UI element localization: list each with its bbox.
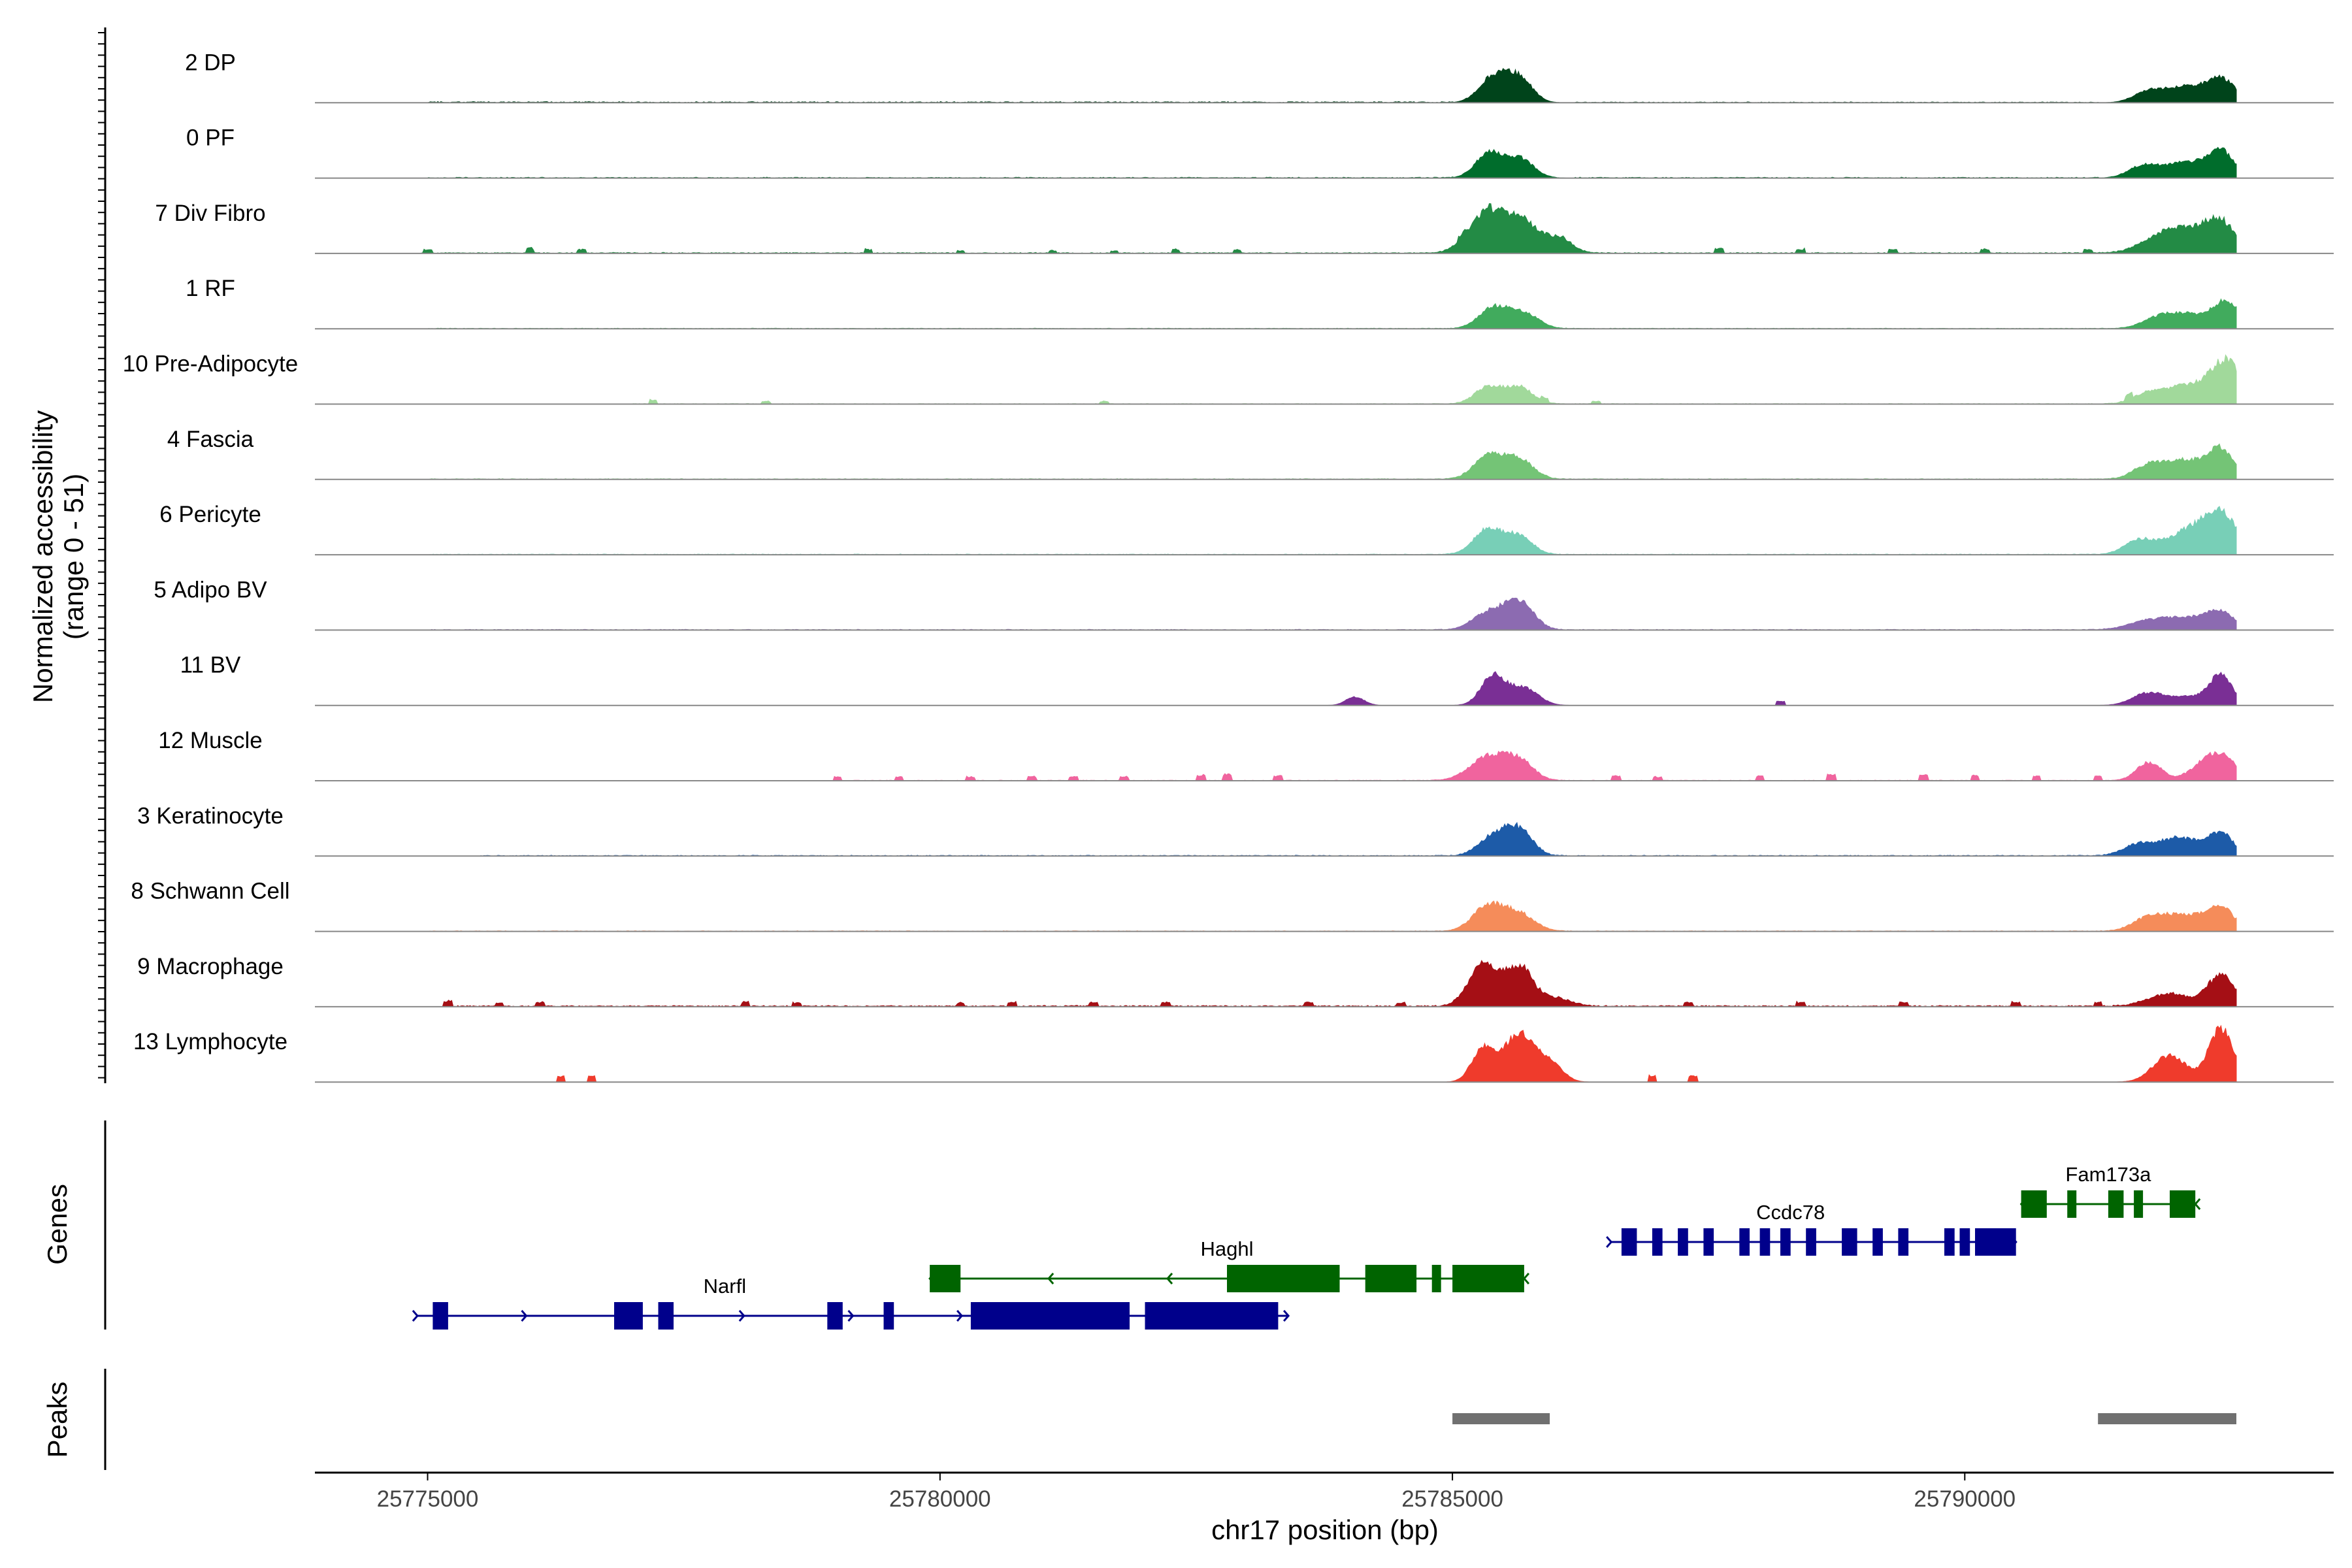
x-axis: 25775000 25780000 25785000 25790000 bbox=[315, 1471, 2334, 1512]
coverage-area bbox=[407, 203, 2237, 254]
coverage-area bbox=[407, 900, 2237, 932]
strand-arrow bbox=[1047, 1273, 1054, 1284]
track-label: 12 Muscle bbox=[158, 728, 263, 753]
strand-arrow bbox=[1166, 1273, 1173, 1284]
track-label: 8 Schwann Cell bbox=[131, 879, 289, 904]
peak-region bbox=[1452, 1413, 1550, 1424]
gene-exon bbox=[1959, 1228, 1970, 1256]
gene-exon bbox=[1842, 1228, 1857, 1256]
gene-exon bbox=[970, 1302, 1130, 1330]
track-label: 13 Lymphocyte bbox=[133, 1029, 287, 1054]
strand-arrow bbox=[1522, 1273, 1530, 1284]
coverage-area bbox=[407, 506, 2237, 555]
gene-exon bbox=[2134, 1190, 2144, 1218]
track-label: 3 Keratinocyte bbox=[137, 803, 284, 828]
track-label: 1 RF bbox=[186, 276, 235, 301]
coverage-area bbox=[407, 671, 2237, 706]
x-tick-label: 25775000 bbox=[377, 1486, 479, 1512]
strand-arrow bbox=[956, 1310, 964, 1322]
gene-exon bbox=[614, 1302, 643, 1330]
coverage-tracks: 2 DP 0 PF 7 Div Fibro 1 RF 10 Pre-Adipocyte 4… bbox=[123, 50, 2334, 1083]
gene-exon bbox=[930, 1265, 961, 1292]
strand-arrow bbox=[738, 1310, 745, 1322]
gene-exon bbox=[2170, 1190, 2196, 1218]
peak-region bbox=[2098, 1413, 2236, 1424]
track-label: 2 DP bbox=[185, 50, 236, 75]
coverage-area bbox=[407, 67, 2237, 103]
y-axis-title-line2: (range 0 - 51) bbox=[58, 474, 89, 640]
track-label: 9 Macrophage bbox=[137, 954, 284, 979]
coverage-area bbox=[407, 1024, 2237, 1083]
strand-arrow bbox=[1606, 1236, 1613, 1248]
y-axis-line bbox=[98, 27, 106, 1470]
gene-exon bbox=[658, 1302, 674, 1330]
gene-exon bbox=[433, 1302, 448, 1330]
y-axis-title-line1: Normalized accessibility bbox=[27, 410, 58, 703]
gene-exon bbox=[1431, 1265, 1441, 1292]
gene-exon bbox=[1975, 1228, 2016, 1256]
track-label: 7 Div Fibro bbox=[155, 201, 265, 226]
gene-exon bbox=[1872, 1228, 1883, 1256]
strand-arrow bbox=[412, 1310, 419, 1322]
gene-exon bbox=[1227, 1265, 1340, 1292]
track-label: 11 BV bbox=[180, 653, 241, 678]
gene-label: Fam173a bbox=[2065, 1163, 2151, 1186]
coverage-area bbox=[407, 960, 2237, 1007]
gene-exon bbox=[1452, 1265, 1524, 1292]
track-label: 6 Pericyte bbox=[159, 502, 261, 527]
x-tick-label: 25785000 bbox=[1401, 1486, 1503, 1512]
peaks-panel bbox=[1452, 1413, 2236, 1424]
gene-exon bbox=[1145, 1302, 1279, 1330]
track-label: 10 Pre-Adipocyte bbox=[123, 351, 298, 377]
track-label: 0 PF bbox=[186, 125, 235, 151]
gene-exon bbox=[2108, 1190, 2124, 1218]
coverage-area bbox=[407, 354, 2237, 405]
coverage-area bbox=[407, 298, 2237, 329]
peaks-panel-title: Peaks bbox=[42, 1382, 73, 1458]
gene-exon bbox=[1678, 1228, 1688, 1256]
gene-label: Haghl bbox=[1201, 1237, 1254, 1260]
x-tick-label: 25780000 bbox=[889, 1486, 991, 1512]
gene-exon bbox=[2067, 1190, 2077, 1218]
gene-exon bbox=[1621, 1228, 1637, 1256]
coverage-area bbox=[407, 443, 2237, 480]
gene-exon bbox=[883, 1302, 894, 1330]
track-label: 5 Adipo BV bbox=[154, 577, 267, 602]
track-label: 4 Fascia bbox=[167, 427, 254, 452]
genes-panel: Narfl Haghl Ccdc78 Fam173a bbox=[412, 1163, 2201, 1330]
coverage-area bbox=[407, 146, 2237, 179]
gene-exon bbox=[1365, 1265, 1417, 1292]
gene-exon bbox=[1780, 1228, 1791, 1256]
gene-exon bbox=[1739, 1228, 1750, 1256]
gene-exon bbox=[1652, 1228, 1663, 1256]
strand-arrow bbox=[521, 1310, 528, 1322]
coverage-area bbox=[407, 751, 2237, 781]
coverage-area bbox=[407, 822, 2237, 857]
strand-arrow bbox=[847, 1310, 855, 1322]
gene-exon bbox=[1944, 1228, 1955, 1256]
gene-label: Ccdc78 bbox=[1756, 1201, 1825, 1224]
gene-exon bbox=[2021, 1190, 2047, 1218]
gene-exon bbox=[1759, 1228, 1771, 1256]
coverage-area bbox=[407, 597, 2237, 630]
gene-label: Narfl bbox=[704, 1275, 746, 1298]
gene-exon bbox=[1898, 1228, 1909, 1256]
strand-arrow bbox=[2194, 1198, 2201, 1210]
gene-exon bbox=[827, 1302, 843, 1330]
x-axis-title: chr17 position (bp) bbox=[1211, 1514, 1439, 1545]
gene-exon bbox=[1703, 1228, 1714, 1256]
genes-panel-title: Genes bbox=[42, 1184, 73, 1265]
x-tick-label: 25790000 bbox=[1914, 1486, 2016, 1512]
gene-exon bbox=[1806, 1228, 1816, 1256]
strand-arrow bbox=[1282, 1310, 1290, 1322]
